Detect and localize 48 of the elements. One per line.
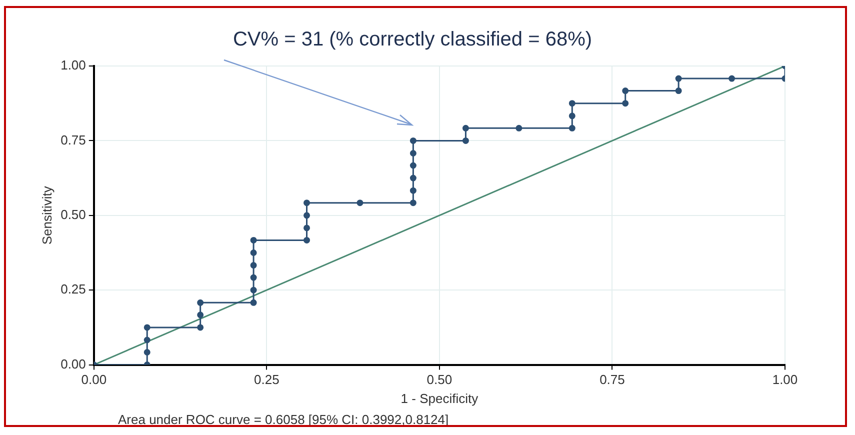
- point: [675, 75, 682, 82]
- point: [410, 137, 416, 144]
- y-tick-label: 1.00: [60, 58, 86, 73]
- point: [516, 124, 522, 132]
- y-tick-label: 0.25: [60, 282, 86, 297]
- point: [410, 187, 416, 194]
- point: [410, 200, 416, 206]
- x-tick-label: 1.00: [772, 372, 798, 388]
- point: [568, 124, 576, 132]
- point: [568, 112, 576, 120]
- point: [410, 150, 416, 156]
- point: [356, 200, 364, 206]
- point: [304, 236, 310, 244]
- point: [728, 75, 736, 82]
- point: [250, 274, 257, 281]
- point: [144, 324, 150, 331]
- point: [568, 100, 576, 107]
- y-tick-label: 0.50: [60, 206, 86, 222]
- point: [304, 212, 310, 219]
- x-tick-label: 0.75: [600, 372, 625, 388]
- point: [410, 162, 416, 169]
- chart-title: CV% = 31 (% correctly classified = 68%): [232, 28, 592, 51]
- x-axis-title: 1 - Specificity: [400, 390, 479, 406]
- y-axis-title: Sensitivity: [39, 186, 54, 245]
- point: [250, 236, 257, 244]
- point: [304, 224, 310, 232]
- point: [144, 336, 150, 344]
- point: [462, 124, 469, 132]
- point: [197, 324, 204, 331]
- x-tick-label: 0.25: [254, 372, 280, 388]
- text: Area under ROC curve = 0.6058 [95% CI: 0.3992,0.8124]: [118, 412, 449, 427]
- point: [304, 200, 310, 206]
- point: [144, 349, 150, 356]
- point: [462, 137, 469, 144]
- point: [675, 88, 682, 94]
- point: [622, 88, 629, 94]
- point: [197, 312, 204, 318]
- point: [250, 286, 257, 294]
- point: [410, 174, 416, 182]
- y-tick-label: 0.75: [60, 132, 86, 148]
- point: [197, 299, 204, 306]
- y-tick-label: 0.00: [60, 356, 86, 372]
- point: [622, 100, 629, 107]
- point: [250, 262, 257, 269]
- x-tick-label: 0.00: [81, 372, 107, 388]
- point: [250, 299, 257, 306]
- point: [250, 250, 257, 256]
- x-tick-label: 0.50: [426, 372, 452, 388]
